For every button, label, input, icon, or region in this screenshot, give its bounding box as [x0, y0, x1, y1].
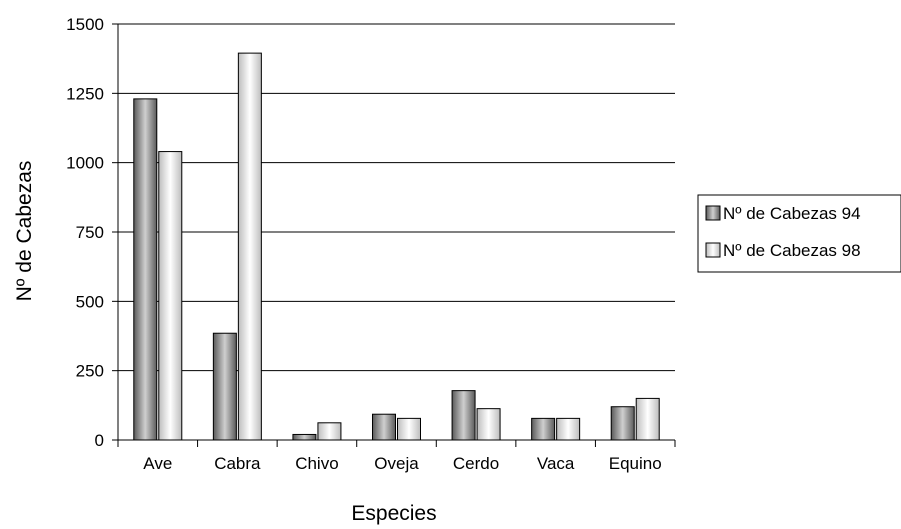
x-tick-label: Cabra — [214, 454, 261, 473]
y-tick-label: 750 — [76, 223, 104, 242]
bar-equino-series-1 — [610, 406, 635, 441]
x-tick-labels: Ave Cabra Chivo Oveja Cerdo Vaca Equino — [143, 454, 661, 473]
bars — [133, 52, 660, 441]
y-axis-title: Nº de Cabezas — [13, 161, 36, 302]
bar-chivo-series-1 — [292, 433, 317, 441]
x-tick-label: Chivo — [295, 454, 338, 473]
gridlines — [118, 23, 675, 372]
bar-cabra-series-2 — [237, 52, 262, 441]
bar-chivo-series-2 — [317, 422, 342, 441]
bar-ave-series-1 — [133, 98, 158, 441]
y-tick-label: 250 — [76, 362, 104, 381]
legend-frame — [697, 194, 901, 273]
bar-ave-series-2 — [158, 151, 183, 441]
x-tick-label: Equino — [609, 454, 662, 473]
legend-label-series-2: Nº de Cabezas 98 — [723, 241, 861, 260]
bar-oveja-series-1 — [372, 413, 396, 441]
y-tick-label: 1500 — [66, 15, 104, 34]
x-axis-title: Especies — [351, 502, 436, 525]
bar-vaca-series-2 — [556, 417, 581, 441]
bar-equino-series-2 — [635, 397, 660, 441]
bar-cerdo-series-2 — [476, 408, 501, 441]
legend-swatch-series-2 — [705, 242, 721, 258]
y-tick-label: 500 — [76, 292, 104, 311]
legend: Nº de Cabezas 94 Nº de Cabezas 98 — [697, 194, 901, 273]
bar-cabra-series-1 — [212, 332, 237, 441]
x-tick-label: Ave — [143, 454, 172, 473]
y-tick-label: 1000 — [66, 154, 104, 173]
legend-label-series-1: Nº de Cabezas 94 — [723, 204, 861, 223]
x-tick-label: Oveja — [374, 454, 419, 473]
y-tick-label: 0 — [95, 431, 104, 450]
x-tick-label: Cerdo — [453, 454, 499, 473]
bar-cerdo-series-1 — [451, 390, 476, 441]
y-tick-label: 1250 — [66, 84, 104, 103]
bar-oveja-series-2 — [397, 417, 421, 441]
legend-swatch-series-1 — [705, 205, 721, 221]
bar-vaca-series-1 — [531, 417, 556, 441]
axes — [112, 23, 676, 447]
y-tick-labels: 0 250 500 750 1000 1250 1500 — [66, 15, 104, 450]
x-tick-label: Vaca — [537, 454, 575, 473]
